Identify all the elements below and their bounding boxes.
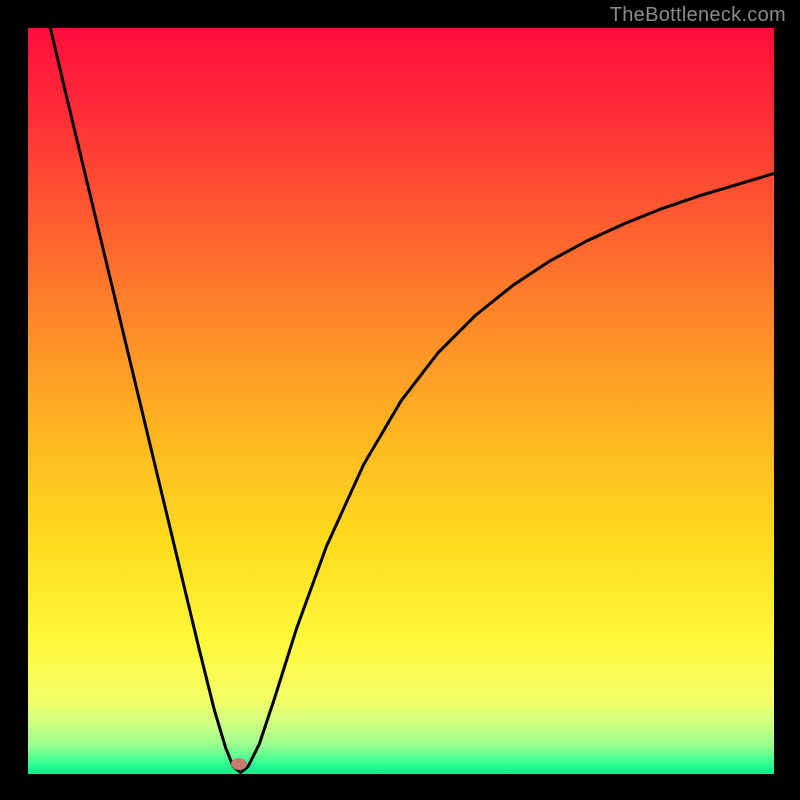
watermark-text: TheBottleneck.com bbox=[610, 4, 786, 27]
curve-path bbox=[50, 28, 774, 773]
vertex-marker bbox=[231, 758, 247, 770]
plot-area bbox=[28, 28, 774, 774]
plot-svg bbox=[28, 28, 774, 774]
